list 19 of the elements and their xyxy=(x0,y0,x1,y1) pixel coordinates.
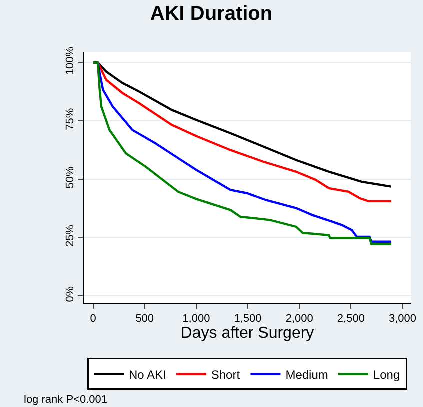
x-tick-label: 3,000 xyxy=(388,313,417,326)
y-tick-label: 100% xyxy=(64,46,77,76)
x-tick-label: 1,000 xyxy=(182,313,210,326)
y-tick-label: 75% xyxy=(64,108,77,130)
y-tick-label: 25% xyxy=(64,224,77,248)
x-tick-label: 2,000 xyxy=(286,313,314,326)
legend-label: Long xyxy=(373,368,400,382)
text: log rank P<0.001 xyxy=(24,394,108,406)
legend-label: Medium xyxy=(286,368,328,382)
x-tick-label: 1,500 xyxy=(234,313,262,326)
x-tick-label: 500 xyxy=(136,313,154,326)
x-tick-label: 0 xyxy=(90,313,96,326)
x-tick-label: 2,500 xyxy=(337,313,365,326)
y-tick-label: 50% xyxy=(64,166,77,189)
y-tick-label: 0% xyxy=(64,286,77,302)
legend-label: No AKI xyxy=(129,368,166,382)
legend-label: Short xyxy=(211,368,241,382)
x-axis-title: Days after Surgery xyxy=(180,325,314,342)
chart-title: AKI Duration xyxy=(150,3,273,26)
